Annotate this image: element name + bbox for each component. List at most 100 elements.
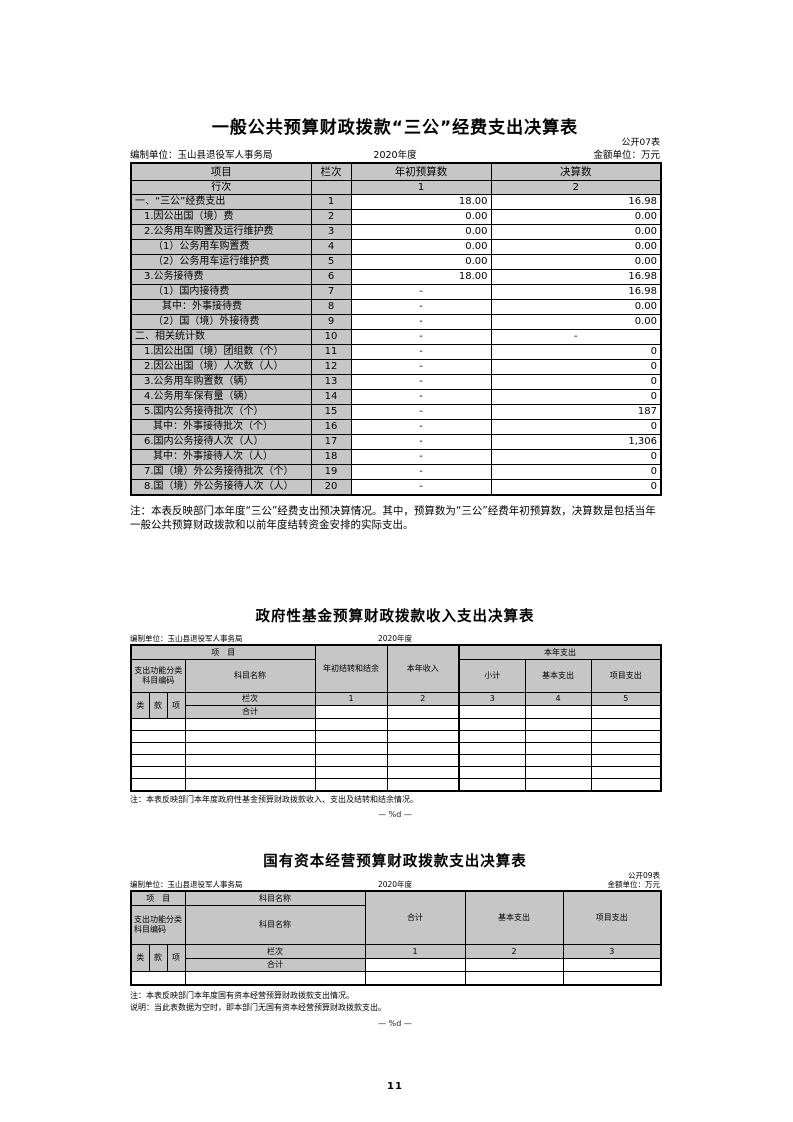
t2-lanci-label: 栏次 [184, 692, 316, 706]
t2-code-xiang: 项 [166, 692, 186, 719]
empty-value-cell [458, 742, 526, 755]
final-value: 0.00 [490, 299, 662, 315]
t2-colno-3: 3 [458, 692, 526, 706]
table-row: 其中：外事接待费 8-0.00 [130, 299, 662, 315]
t3-basic-header: 基本支出 [464, 890, 564, 945]
final-value: 0 [490, 419, 662, 435]
t1-rowno-label: 行次 [130, 180, 312, 195]
empty-value-cell [458, 718, 526, 731]
t2-colno-1: 1 [314, 692, 388, 706]
final-value: 0 [490, 374, 662, 390]
item-label: （2）公务用车运行维护费 [130, 254, 312, 270]
t2-colno-2: 2 [386, 692, 460, 706]
t3-header-row1: 项 目 科目名称 合计 基本支出 项目支出 [130, 890, 662, 945]
final-value: 187 [490, 404, 662, 420]
t2-colno-5: 5 [590, 692, 662, 706]
t2-total-subtotal [458, 705, 526, 719]
empty-value-cell [524, 718, 592, 731]
table-row: （2）公务用车运行维护费 5 0.00 0.00 [130, 254, 662, 270]
t3-colno-2: 2 [464, 944, 564, 959]
table3-form-code: 公开09表 [627, 871, 660, 880]
table1-prepared-by: 编制单位：玉山县退役军人事务局 [130, 150, 273, 161]
t3-total-row: 合计 [131, 958, 662, 972]
t2-expenditure-group-header: 本年支出 [457, 644, 662, 660]
table2-fiscal-year: 2020年度 [377, 634, 413, 643]
budget-value: - [350, 299, 492, 315]
t1-colno-2: 2 [490, 180, 662, 195]
budget-value: - [350, 389, 492, 405]
table2-prepared-by: 编制单位：玉山县退役军人事务局 [130, 634, 243, 643]
empty-row [130, 730, 662, 743]
t3-total-header: 合计 [364, 890, 466, 945]
empty-row [130, 778, 662, 792]
line-number: 15 [310, 404, 352, 420]
t1-colno-1: 1 [350, 180, 492, 195]
item-label: （1）公务用车购置费 [130, 239, 312, 255]
t2-subtotal-header: 小计 [458, 659, 526, 693]
budget-value: - [350, 479, 492, 496]
t3-lanci-row: 类 款 项 栏次 1 2 3 [130, 944, 662, 972]
item-label: 其中：外事接待人次（人） [130, 449, 312, 465]
empty-value-cell [590, 718, 662, 731]
t3-total-label: 合计 [184, 958, 366, 972]
t2-body: 项 目 年初结转和结余 本年收入 本年支出 支出功能分类科目编码 科目名称 小计… [130, 644, 662, 792]
budget-value: - [350, 404, 492, 420]
budget-value: 0.00 [350, 224, 492, 240]
empty-value-cell [590, 730, 662, 743]
table1-fiscal-year: 2020年度 [373, 150, 417, 161]
empty-subject-cell [184, 718, 316, 731]
t1-col-lanci: 栏次 [310, 162, 352, 181]
budget-value: 0.00 [350, 209, 492, 225]
state-capital-table: 项 目 科目名称 合计 基本支出 项目支出 支出功能分类科目编码 科目名称 类 … [130, 890, 662, 986]
t2-header-row1: 项 目 年初结转和结余 本年收入 本年支出 [130, 644, 662, 693]
final-value: 0.00 [490, 209, 662, 225]
budget-value: - [350, 344, 492, 360]
t2-subject-header: 科目名称 [184, 659, 316, 693]
empty-value-cell [524, 754, 592, 767]
budget-value: - [350, 314, 492, 330]
t3-basic-value [464, 958, 564, 972]
t1-col-item: 项目 [130, 162, 312, 181]
line-number: 16 [310, 419, 352, 435]
line-number: 6 [310, 269, 352, 285]
table3-fiscal-year: 2020年度 [377, 880, 413, 889]
table-row: 3.公务接待费 6 18.00 16.98 [130, 269, 662, 285]
empty-value-cell [524, 766, 592, 779]
line-number: 10 [310, 329, 352, 345]
t3-code-lei: 类 [130, 944, 150, 972]
t2-total-income [386, 705, 460, 719]
table-row: 4.公务用车保有量（辆） 14-0 [130, 389, 662, 405]
t2-code-kuan: 款 [148, 692, 168, 719]
item-label: 8.国（境）外公务接待人次（人） [130, 479, 312, 496]
t3-code-xiang: 项 [166, 944, 186, 972]
item-label: （2）国（境）外接待费 [130, 314, 312, 330]
empty-value-cell [386, 766, 460, 779]
item-label: 6.国内公务接待人次（人） [130, 434, 312, 450]
table3-notes: 注：本表反映部门本年度国有资本经营预算财政拨款支出情况。 说明：当此表数据为空时… [130, 990, 660, 1014]
line-number: 17 [310, 434, 352, 450]
budget-value: 18.00 [350, 269, 492, 285]
final-value: 16.98 [490, 269, 662, 285]
item-label: 2.因公出国（境）人次数（人） [130, 359, 312, 375]
table-row: 其中：外事接待批次（个） 16-0 [130, 419, 662, 435]
t2-basic-header: 基本支出 [524, 659, 592, 693]
final-value: 0 [490, 344, 662, 360]
t2-colno-4: 4 [524, 692, 592, 706]
t1-header-row: 项目 栏次 年初预算数 决算数 [130, 162, 662, 181]
budget-value: 0.00 [350, 239, 492, 255]
sangong-expense-table: 项目 栏次 年初预算数 决算数 行次 1 2 一、“三公”经费支出 1 18.00 1… [130, 162, 662, 496]
line-number: 13 [310, 374, 352, 390]
table3-note-1: 注：本表反映部门本年度国有资本经营预算财政拨款支出情况。 [130, 991, 354, 1000]
table-row: 6.国内公务接待人次（人） 17-1,306 [130, 434, 662, 450]
t2-item-header: 项 目 [130, 644, 316, 660]
table3-note-2: 说明：当此表数据为空时，即本部门无国有资本经营预算财政拨款支出。 [130, 1003, 386, 1012]
page-marker: — %d — [378, 810, 412, 819]
table-row: 7.国（境）外公务接待批次（个） 19-0 [130, 464, 662, 480]
empty-row [130, 971, 662, 986]
item-label: 5.国内公务接待批次（个） [130, 404, 312, 420]
empty-value-cell [314, 766, 388, 779]
final-value: 0.00 [490, 239, 662, 255]
empty-value-cell [590, 778, 662, 792]
final-value: 0 [490, 479, 662, 496]
table1-note: 注：本表反映部门本年度“三公”经费支出预决算情况。其中，预算数为“三公”经费年初… [130, 505, 656, 531]
